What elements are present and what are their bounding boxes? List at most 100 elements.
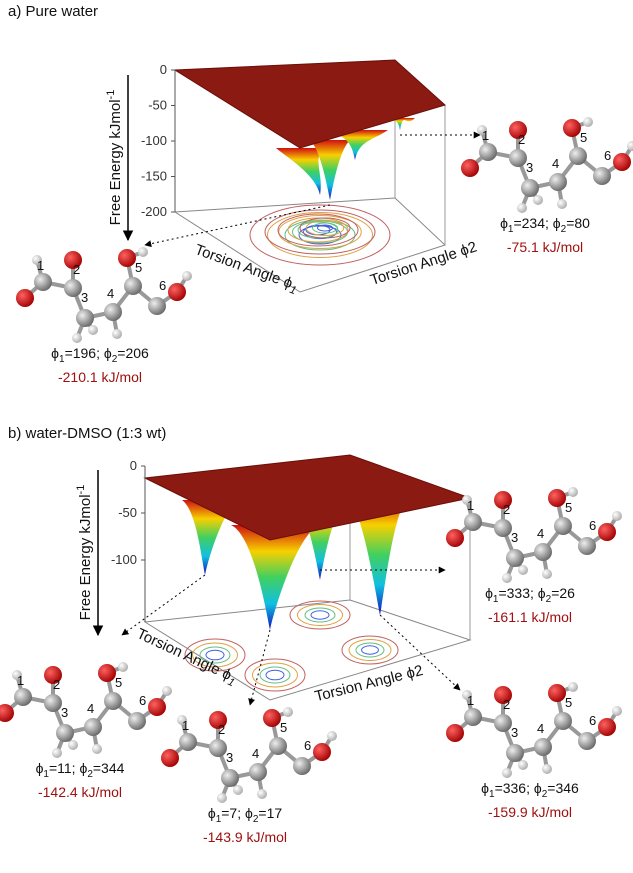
atom-number: 3 <box>526 160 533 175</box>
atom <box>494 686 512 704</box>
atom <box>118 249 136 267</box>
atom <box>554 712 572 730</box>
atom <box>521 179 539 197</box>
angle-text: ϕ <box>485 585 493 601</box>
atom-number: 5 <box>565 500 572 515</box>
molecule: 1 23 456 <box>446 682 622 778</box>
atom <box>177 715 187 725</box>
atom <box>627 141 633 151</box>
contour <box>267 212 373 258</box>
z-tick-label: -50 <box>118 505 137 520</box>
z-axis-label-text: Free Energy kJmol <box>77 494 94 620</box>
atom <box>506 549 524 567</box>
atom-number: 4 <box>252 746 259 761</box>
angle-subscript: 2 <box>542 789 548 800</box>
torsion-angles: ϕ1=196; ϕ2=206 <box>51 345 149 365</box>
atom <box>534 738 552 756</box>
z-tick-label: 0 <box>160 62 167 77</box>
atom-number: 6 <box>304 738 311 753</box>
contour <box>355 642 385 658</box>
angle-subscript: 1 <box>216 814 222 825</box>
atom <box>98 664 116 682</box>
atom <box>517 203 527 213</box>
angle-text: ϕ <box>36 760 44 776</box>
atom-number: 2 <box>73 262 80 277</box>
atom <box>84 718 102 736</box>
atom-number: 4 <box>537 526 544 541</box>
atom-number: 5 <box>115 675 122 690</box>
angle-text: =11; ϕ <box>49 760 87 776</box>
atom-number: 6 <box>604 148 611 163</box>
atom <box>542 764 552 774</box>
contour <box>249 204 391 266</box>
angle-text: ϕ <box>500 215 508 231</box>
atom <box>554 517 572 535</box>
contour <box>348 639 392 661</box>
atom <box>612 706 622 716</box>
molecule: 1 23 456 <box>0 662 172 758</box>
z-tick-label: -100 <box>141 133 167 148</box>
atom-number: 4 <box>87 701 94 716</box>
atom-number: 2 <box>53 677 60 692</box>
atom-number: 3 <box>511 530 518 545</box>
atom <box>162 686 172 696</box>
molecule: 1 23 456 <box>161 707 337 803</box>
atom <box>44 694 62 712</box>
angle-subscript: 1 <box>43 769 49 780</box>
atom <box>148 698 166 716</box>
contour <box>259 666 291 684</box>
atom <box>548 489 566 507</box>
atom <box>568 682 578 692</box>
torsion-angles: ϕ1=11; ϕ2=344 <box>36 760 125 780</box>
atom <box>509 121 527 139</box>
free-energy: -161.1 kJ/mol <box>488 609 572 625</box>
contour <box>284 219 356 251</box>
atom <box>593 167 611 185</box>
angle-subscript: 1 <box>493 594 499 605</box>
atom <box>568 487 578 497</box>
contour <box>317 224 333 232</box>
contour <box>310 610 330 620</box>
z-tick-label: -50 <box>148 98 167 113</box>
panel: b) water-DMSO (1:3 wt) 0 -50 -100 Free Energ… <box>0 425 622 845</box>
pointer-arrow <box>379 614 461 691</box>
atom-number: 3 <box>226 750 233 765</box>
torsion-angles: ϕ1=333; ϕ2=26 <box>485 585 575 605</box>
angle-subscript: 2 <box>253 814 259 825</box>
angle-text: =80 <box>566 215 590 231</box>
atom <box>613 153 631 171</box>
free-energy: -143.9 kJ/mol <box>203 829 287 845</box>
panel-title: b) water-DMSO (1:3 wt) <box>8 425 166 442</box>
angle-text: =7; ϕ <box>221 805 253 821</box>
angle-text: ϕ <box>51 345 59 361</box>
atom <box>462 690 472 700</box>
angle-subscript: 2 <box>546 594 552 605</box>
atom <box>569 147 587 165</box>
atom <box>446 724 464 742</box>
z-tick-label: 0 <box>130 458 137 473</box>
atom <box>72 333 82 343</box>
atom-number: 6 <box>159 278 166 293</box>
contour <box>299 217 351 239</box>
atom <box>462 495 472 505</box>
atom <box>92 744 102 754</box>
atom-number: 2 <box>503 697 510 712</box>
z-axis-label: Free Energy kJmol-1 <box>75 485 94 621</box>
free-energy: -210.1 kJ/mol <box>58 369 142 385</box>
free-energy: -142.4 kJ/mol <box>38 784 122 800</box>
atom <box>56 724 74 742</box>
atom-number: 1 <box>37 258 44 273</box>
atom <box>14 688 32 706</box>
atom <box>44 666 62 684</box>
energy-well <box>182 500 238 575</box>
free-energy: -159.9 kJ/mol <box>488 804 572 820</box>
atom-number: 3 <box>81 290 88 305</box>
atom <box>257 789 267 799</box>
atom <box>557 199 567 209</box>
atom <box>32 255 42 265</box>
contour <box>289 600 351 630</box>
z-axis-label: Free Energy kJmol-1 <box>105 90 124 226</box>
angle-subscript: 1 <box>489 789 495 800</box>
contour <box>192 642 238 668</box>
